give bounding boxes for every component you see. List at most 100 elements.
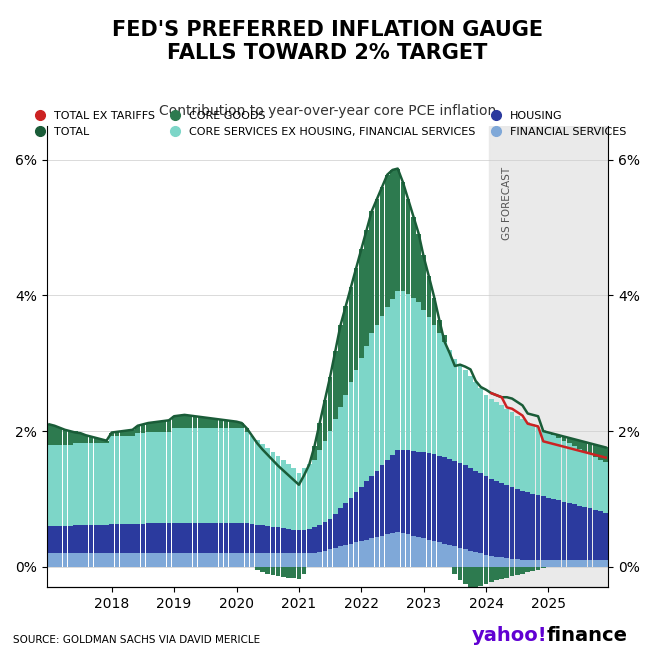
Bar (437, 320, 441, 333)
Bar (588, 454, 593, 509)
Bar (364, 346, 369, 481)
Bar (271, 567, 275, 575)
Bar (88, 437, 93, 443)
Bar (432, 298, 436, 325)
Bar (67, 431, 73, 445)
Bar (83, 443, 88, 525)
Bar (598, 446, 603, 460)
Bar (62, 430, 67, 445)
Bar (177, 554, 181, 567)
Bar (328, 431, 333, 520)
Bar (239, 524, 244, 554)
Bar (58, 554, 62, 567)
Bar (531, 494, 535, 560)
Bar (94, 438, 98, 443)
Bar (411, 298, 416, 451)
Bar (276, 567, 280, 576)
Bar (322, 441, 328, 522)
Bar (47, 554, 52, 567)
Bar (172, 416, 176, 428)
Bar (343, 545, 348, 567)
Bar (234, 554, 239, 567)
Bar (73, 443, 78, 525)
Bar (359, 358, 364, 487)
Bar (250, 554, 255, 567)
Bar (348, 544, 353, 567)
Bar (255, 554, 259, 567)
Bar (546, 432, 551, 497)
Bar (161, 554, 166, 567)
Bar (557, 560, 561, 567)
Bar (577, 449, 582, 506)
Bar (333, 514, 338, 548)
Bar (396, 450, 400, 531)
Bar (525, 422, 530, 492)
Bar (145, 554, 151, 567)
Bar (291, 567, 296, 578)
Bar (120, 431, 124, 436)
Bar (390, 170, 395, 299)
Bar (458, 463, 462, 548)
Bar (141, 554, 145, 567)
Bar (312, 460, 317, 527)
Bar (442, 544, 447, 567)
Bar (474, 552, 478, 567)
Bar (141, 432, 145, 524)
Bar (494, 481, 499, 557)
Bar (385, 307, 390, 460)
Legend: TOTAL EX TARIFFS, TOTAL, CORE GOODS, CORE SERVICES EX HOUSING, FINANCIAL SERVICE: TOTAL EX TARIFFS, TOTAL, CORE GOODS, COR… (24, 107, 631, 141)
Bar (172, 524, 176, 554)
Bar (515, 559, 519, 567)
Bar (182, 524, 187, 554)
Bar (354, 492, 358, 542)
Bar (312, 446, 317, 460)
Bar (291, 469, 296, 529)
Bar (458, 567, 462, 580)
Bar (130, 554, 135, 567)
Bar (281, 567, 286, 577)
Bar (208, 524, 213, 554)
Bar (364, 230, 369, 346)
Bar (115, 524, 119, 554)
Bar (78, 554, 83, 567)
Bar (536, 560, 540, 567)
Bar (265, 448, 270, 526)
Bar (541, 567, 546, 568)
Bar (343, 306, 348, 394)
Bar (405, 450, 411, 534)
Bar (67, 445, 73, 526)
Bar (302, 529, 307, 554)
Bar (400, 450, 405, 533)
Bar (328, 549, 333, 567)
Bar (255, 440, 259, 525)
Bar (562, 501, 567, 560)
Bar (286, 567, 291, 578)
Bar (193, 416, 197, 428)
Bar (598, 460, 603, 511)
Bar (109, 524, 114, 554)
Bar (479, 389, 483, 473)
Bar (499, 557, 504, 567)
Bar (297, 567, 301, 579)
Bar (255, 525, 259, 554)
Bar (151, 524, 156, 554)
Bar (198, 554, 202, 567)
Bar (426, 453, 431, 540)
Bar (88, 525, 93, 554)
Bar (156, 524, 161, 554)
Bar (193, 524, 197, 554)
Bar (47, 445, 52, 526)
Bar (426, 540, 431, 567)
Bar (302, 469, 307, 529)
Bar (302, 567, 307, 574)
Bar (369, 476, 374, 539)
Bar (244, 432, 250, 524)
Bar (198, 428, 202, 524)
Bar (354, 370, 358, 492)
Bar (458, 548, 462, 567)
Bar (562, 441, 567, 501)
Bar (385, 534, 390, 567)
Bar (432, 454, 436, 541)
Bar (557, 500, 561, 560)
Bar (297, 530, 301, 554)
